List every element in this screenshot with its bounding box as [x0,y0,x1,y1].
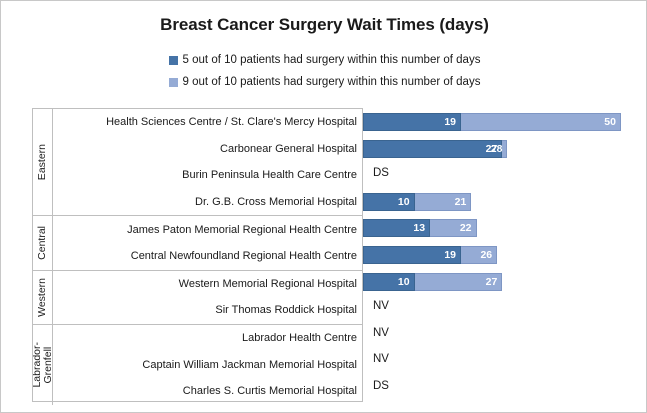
bar-value-median: 19 [444,248,457,261]
bar-track: 19 26 [363,245,498,264]
legend-item-median: 5 out of 10 patients had surgery within … [1,49,646,71]
axis-category-label: Labrador Health Centre [242,332,357,345]
bar-row: NV [363,295,621,322]
axis-category-row: James Paton Memorial Regional Health Cen… [53,216,362,243]
chart-legend: 5 out of 10 patients had surgery within … [1,49,646,93]
bar-segment-median[interactable]: 13 [363,219,431,238]
axis-group-label-text: Western [36,277,48,317]
axis-category-row: Labrador Health Centre [53,325,362,352]
chart-title: Breast Cancer Surgery Wait Times (days) [160,15,489,34]
bar-segment-ninetieth[interactable]: 22 [430,219,477,238]
bar-segment-ninetieth[interactable]: 21 [414,192,472,211]
bar-track: 10 21 [363,192,472,211]
legend-item-ninetieth: 9 out of 10 patients had surgery within … [1,71,646,93]
axis-group: Labrador- Grenfell Labrador Health Centre… [33,324,362,405]
axis-category-label: Charles S. Curtis Memorial Hospital [182,385,357,398]
bar-track: 13 22 [363,219,477,238]
legend-label-ninetieth: 9 out of 10 patients had surgery within … [182,76,481,88]
bar-value-ninetieth: 21 [454,195,467,208]
bar-note: NV [373,300,389,313]
bar-note: NV [373,353,389,366]
bar-row: DS [363,162,621,189]
axis-category-label: Dr. G.B. Cross Memorial Hospital [195,196,357,209]
axis-group-label-text: Labrador- Grenfell [33,341,53,388]
bar-row: 27 28 [363,136,621,163]
bar-note: DS [373,167,389,180]
axis-category-row: Burin Peninsula Health Care Centre [53,162,362,189]
legend-label-median: 5 out of 10 patients had surgery within … [182,54,481,66]
axis-group-label: Western [33,270,53,324]
axis-category-row: Western Memorial Regional Hospital [53,271,362,298]
bar-value-median: 27 [485,142,498,155]
axis-category-row: Charles S. Curtis Memorial Hospital [53,378,362,405]
bar-segment-median[interactable]: 10 [363,272,415,291]
bar-segment-median[interactable]: 19 [363,245,462,264]
bar-row: 19 50 [363,109,621,136]
legend-swatch-median [168,55,178,65]
axis-group-rows: James Paton Memorial Regional Health Cen… [53,216,362,269]
bar-segment-median[interactable]: 19 [363,113,462,131]
bar-segment-ninetieth[interactable]: 26 [461,245,498,264]
bar-row: 19 26 [363,242,621,269]
axis-category-row: Health Sciences Centre / St. Clare's Mer… [53,109,362,136]
bar-value-ninetieth: 26 [480,248,493,261]
bar-track: 27 28 [363,139,508,158]
axis-group-label-text: Eastern [36,144,48,181]
bars-layer: 19 50 27 28 DS 10 21 13 22 19 26 10 27 NV NV NV DS [363,109,621,401]
axis-category-label: James Paton Memorial Regional Health Cen… [127,223,357,236]
bar-row: 10 27 [363,269,621,296]
axis-category-row: Captain William Jackman Memorial Hospita… [53,351,362,378]
bar-value-ninetieth: 50 [604,116,616,128]
bar-row: NV [363,348,621,375]
bar-segment-median[interactable]: 27 [363,139,503,158]
category-axis: Eastern Health Sciences Centre / St. Clar… [32,108,363,405]
bar-value-ninetieth: 28 [490,142,503,155]
axis-group-rows: Western Memorial Regional Hospital Sir Th… [53,271,362,324]
bar-note: DS [373,379,389,392]
bar-segment-ninetieth[interactable]: 28 [491,139,508,158]
axis-group-label: Eastern [33,109,53,216]
bar-segment-median[interactable]: 10 [363,192,415,211]
bar-row: 10 21 [363,189,621,216]
bar-row: DS [363,375,621,402]
bar-row: NV [363,322,621,349]
axis-category-label: Western Memorial Regional Hospital [178,277,357,290]
bar-segment-ninetieth[interactable]: 27 [414,272,503,291]
bar-value-median: 10 [397,275,410,288]
axis-category-label: Sir Thomas Roddick Hospital [215,304,357,317]
bar-segment-ninetieth[interactable]: 50 [461,113,621,131]
axis-group-rows: Health Sciences Centre / St. Clare's Mer… [53,109,362,215]
bar-value-median: 13 [413,222,426,235]
axis-group: Eastern Health Sciences Centre / St. Clar… [33,109,362,217]
axis-group-label-text: Central [36,226,48,260]
plot-area: 19 50 27 28 DS 10 21 13 22 19 26 10 27 NV NV NV DS Easte… [32,108,622,405]
bar-value-ninetieth: 27 [485,275,498,288]
bar-value-median: 19 [444,116,457,128]
axis-group: Central James Paton Memorial Regional Hea… [33,216,362,271]
axis-group-label: Central [33,216,53,270]
bar-track: 19 50 [363,113,621,131]
axis-group-rows: Labrador Health Centre Captain William Ja… [53,325,362,405]
axis-category-label: Carbonear General Hospital [220,142,357,155]
axis-category-row: Dr. G.B. Cross Memorial Hospital [53,189,362,216]
axis-category-row: Central Newfoundland Regional Health Cen… [53,243,362,270]
axis-category-label: Captain William Jackman Memorial Hospita… [142,358,357,371]
axis-category-row: Carbonear General Hospital [53,136,362,163]
axis-category-label: Central Newfoundland Regional Health Cen… [130,250,357,263]
axis-category-label: Health Sciences Centre / St. Clare's Mer… [106,116,357,129]
axis-group-label: Labrador- Grenfell [33,324,53,405]
legend-swatch-ninetieth [168,77,178,87]
bar-note: NV [373,326,389,339]
axis-category-row: Sir Thomas Roddick Hospital [53,297,362,324]
bar-value-ninetieth: 22 [459,222,472,235]
bar-value-median: 10 [397,195,410,208]
bar-track: 10 27 [363,272,503,291]
axis-category-label: Burin Peninsula Health Care Centre [182,169,357,182]
axis-group: Western Western Memorial Regional Hospita… [33,270,362,325]
bar-row: 13 22 [363,215,621,242]
